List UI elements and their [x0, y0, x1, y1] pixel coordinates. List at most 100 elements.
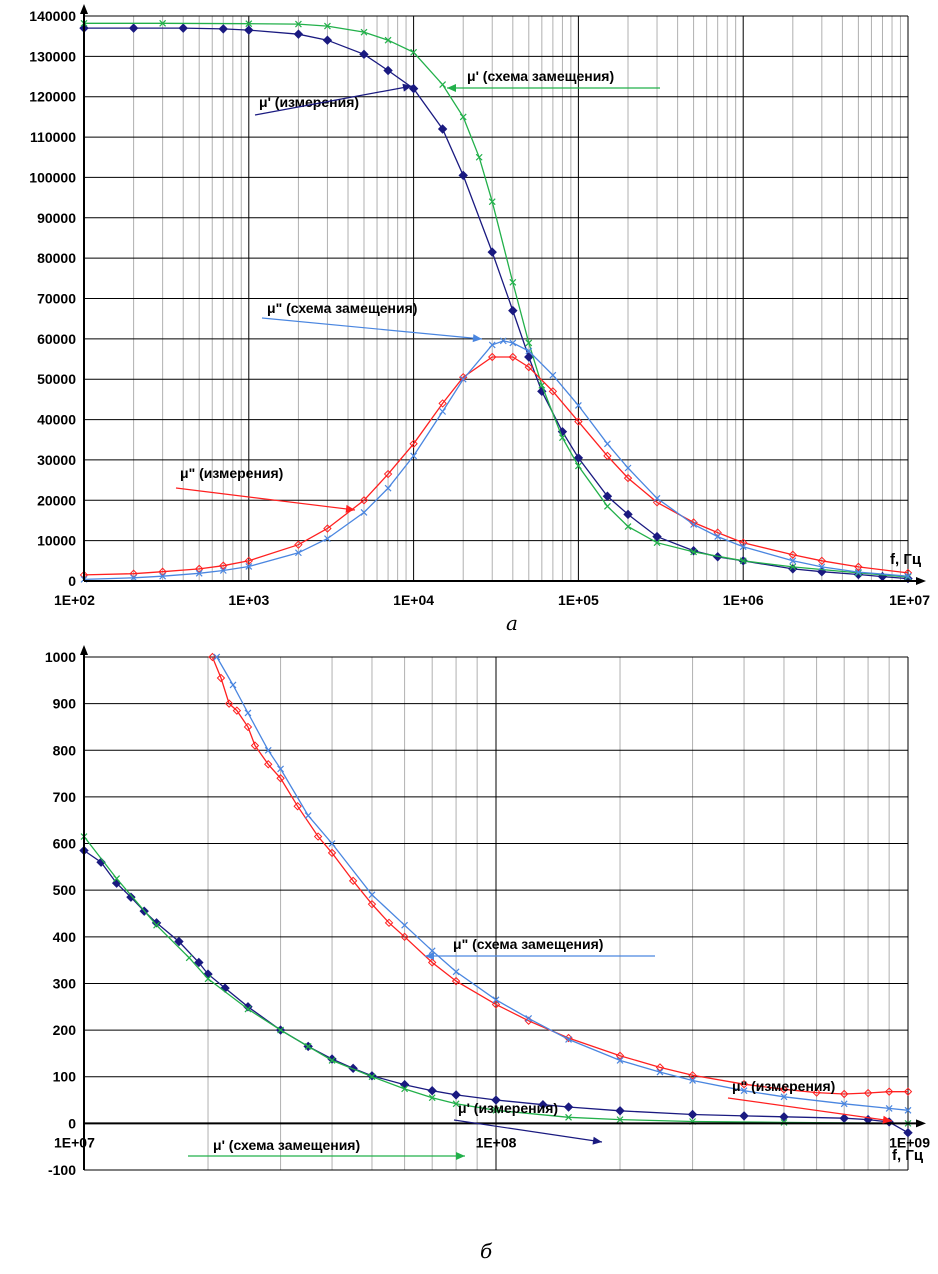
data-point-mu2_meas — [327, 848, 337, 858]
data-point-mu1_meas — [538, 1100, 548, 1110]
y-tick-label: 80000 — [37, 250, 76, 266]
data-point-mu2_model — [492, 996, 500, 1004]
data-point-mu2_model — [565, 1035, 572, 1043]
data-point-mu1_model — [525, 339, 533, 347]
x-tick-label: 1E+02 — [54, 592, 95, 608]
data-point-mu2_model — [624, 464, 632, 472]
y-tick-label: 1000 — [45, 649, 76, 665]
data-point-mu1_model — [509, 278, 517, 286]
y-tick-label: 90000 — [37, 210, 76, 226]
data-point-mu1_model — [492, 1106, 500, 1114]
data-point-mu1_model — [324, 22, 331, 30]
data-point-mu2_meas — [488, 352, 497, 362]
data-point-mu2_meas — [779, 1085, 789, 1094]
annotation-arrow-mu2_model — [472, 334, 482, 343]
y-tick-label: 300 — [53, 975, 77, 991]
data-point-mu2_model — [603, 440, 611, 448]
y-tick-label: -100 — [48, 1162, 76, 1178]
data-point-mu2_model — [525, 1015, 533, 1022]
series-line-mu2_meas — [211, 656, 908, 1095]
data-point-mu2_model — [904, 1106, 912, 1114]
data-point-mu2_model — [384, 484, 392, 492]
data-point-mu1_model — [153, 921, 160, 929]
data-point-mu1_meas — [487, 247, 497, 257]
y-tick-label: 30000 — [37, 452, 76, 468]
panel-a-plot — [79, 19, 913, 584]
y-tick-label: 100 — [53, 1069, 77, 1085]
data-point-mu2_model — [656, 1068, 664, 1076]
y-tick-label: 50000 — [37, 371, 76, 387]
data-point-mu2_meas — [244, 556, 254, 566]
data-point-mu2_meas — [508, 352, 518, 362]
y-tick-label: 110000 — [30, 129, 76, 145]
data-point-mu1_meas — [602, 491, 613, 501]
data-point-mu2_model — [264, 746, 272, 754]
data-point-mu1_meas — [293, 29, 304, 39]
data-point-mu2_model — [439, 408, 447, 415]
data-point-mu2_model — [689, 1077, 696, 1084]
annotation-arrow-mu1_meas — [592, 1136, 602, 1145]
y-tick-label: 130000 — [29, 48, 76, 64]
annotation-mu2_model: μ" (схема замещения) — [267, 300, 417, 316]
annotation-mu2_meas: μ" (измерения) — [180, 465, 283, 481]
annotation-mu1_model: μ' (схема замещения) — [213, 1137, 360, 1153]
data-point-mu2_model — [739, 543, 747, 551]
data-point-mu2_model — [304, 812, 312, 819]
data-point-mu2_model — [616, 1056, 624, 1064]
data-point-mu2_meas — [232, 706, 242, 715]
data-point-mu1_meas — [322, 35, 333, 45]
data-point-mu2_model — [885, 1105, 893, 1112]
data-point-mu1_model — [475, 153, 483, 161]
data-point-mu2_model — [780, 1093, 788, 1101]
data-point-mu2_meas — [427, 958, 437, 967]
data-point-mu2_model — [488, 341, 496, 349]
data-point-mu2_meas — [219, 561, 228, 570]
annotation-mu1_model: μ' (схема замещения) — [467, 68, 614, 84]
data-point-mu1_meas — [491, 1095, 501, 1105]
data-point-mu1_model — [401, 1085, 409, 1093]
panel-a-grid — [84, 15, 909, 582]
x-tick-label: 1E+07 — [889, 592, 930, 608]
data-point-mu1_meas — [524, 352, 534, 362]
y-tick-label: 20000 — [37, 492, 76, 508]
data-point-mu1_meas — [126, 892, 136, 902]
annotation-mu2_model: μ" (схема замещения) — [453, 936, 603, 952]
data-point-mu2_model — [328, 840, 336, 847]
data-point-mu1_model — [565, 1113, 572, 1121]
data-point-mu2_meas — [854, 562, 863, 572]
y-tick-label: 400 — [53, 929, 77, 945]
data-point-mu2_meas — [863, 1088, 873, 1098]
y-tick-label: 40000 — [37, 412, 76, 428]
annotation-leader-mu2_meas — [727, 1097, 893, 1122]
y-tick-label: 200 — [53, 1022, 77, 1038]
data-point-mu2_meas — [688, 1071, 697, 1080]
data-point-mu1_meas — [244, 25, 254, 35]
annotation-leader-mu1_meas — [254, 85, 413, 116]
y-tick-label: 140000 — [29, 8, 76, 24]
data-point-mu1_model — [616, 1116, 624, 1124]
data-point-mu2_meas — [367, 899, 377, 909]
data-point-mu2_meas — [615, 1051, 625, 1060]
data-point-mu2_meas — [264, 760, 273, 769]
panel-a-x-unit-label: f, Гц — [890, 551, 922, 568]
panel-b-label: б — [480, 1239, 493, 1263]
data-point-mu1_meas — [458, 170, 468, 181]
data-point-mu1_model — [428, 1094, 436, 1102]
data-point-mu1_meas — [563, 1102, 574, 1112]
data-point-mu1_meas — [427, 1086, 437, 1096]
data-point-mu1_meas — [903, 1127, 913, 1138]
data-point-mu2_model — [818, 563, 826, 571]
data-point-mu2_meas — [276, 774, 285, 783]
data-point-mu2_meas — [293, 802, 302, 811]
panel-a-label: а — [506, 611, 518, 635]
data-point-mu2_meas — [548, 387, 558, 396]
data-point-mu1_model — [328, 1056, 336, 1064]
data-point-mu2_model — [452, 968, 460, 976]
data-point-mu1_model — [159, 19, 167, 27]
annotation-mu1_meas: μ' (измерения) — [458, 1100, 558, 1116]
data-point-mu2_meas — [194, 564, 204, 574]
data-point-mu1_model — [452, 1100, 460, 1108]
data-point-mu2_model — [294, 549, 302, 557]
data-point-mu1_model — [653, 539, 661, 547]
data-point-mu2_meas — [313, 832, 323, 841]
